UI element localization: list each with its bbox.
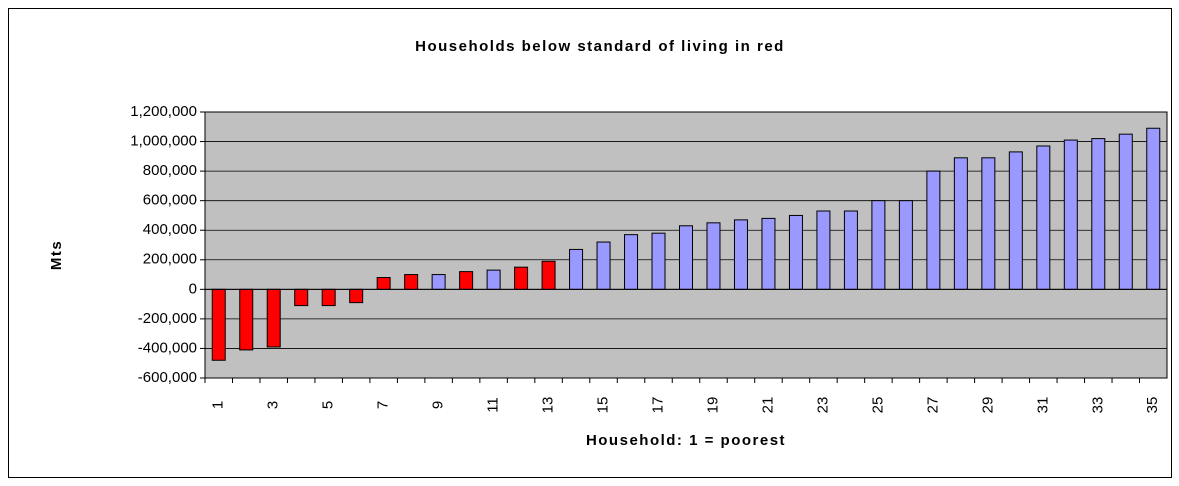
bar: [1036, 145, 1051, 290]
x-tick-label: 29: [979, 397, 996, 414]
bar: [733, 219, 748, 290]
bar: [788, 214, 803, 290]
x-tick-label: 31: [1034, 397, 1051, 414]
bar: [294, 288, 309, 307]
bar: [624, 234, 639, 290]
bar: [761, 217, 776, 290]
bar: [431, 274, 446, 290]
x-tick-label: 15: [595, 397, 612, 414]
bar: [239, 288, 254, 351]
y-tick-label: 400,000: [143, 221, 197, 238]
x-tick-label: 5: [320, 401, 337, 409]
bar: [266, 288, 281, 348]
bar: [376, 277, 391, 290]
bar: [211, 288, 226, 361]
x-tick-label: 9: [430, 401, 447, 409]
y-tick-label: 200,000: [143, 251, 197, 268]
y-tick-label: 1,200,000: [130, 103, 197, 120]
x-tick-label: 23: [814, 397, 831, 414]
bar: [1146, 127, 1161, 290]
bar: [1008, 151, 1023, 290]
y-axis-title: Mts: [48, 240, 65, 270]
x-tick-label: 3: [265, 401, 282, 409]
y-tick-label: 800,000: [143, 162, 197, 179]
bar: [1063, 139, 1078, 290]
x-tick-label: 25: [869, 397, 886, 414]
x-tick-label: 7: [375, 401, 392, 409]
bar: [953, 157, 968, 290]
y-tick-label: 600,000: [143, 192, 197, 209]
bar: [706, 222, 721, 290]
bar: [486, 269, 501, 290]
x-tick-label: 19: [704, 397, 721, 414]
x-tick-label: 1: [210, 401, 227, 409]
bar: [981, 157, 996, 290]
bar: [926, 170, 941, 290]
plot-border: [204, 111, 1168, 379]
y-tick-label: -600,000: [138, 369, 197, 386]
bar: [459, 271, 474, 290]
bar: [349, 288, 364, 304]
x-tick-label: 21: [759, 397, 776, 414]
bar: [679, 225, 693, 290]
bar: [514, 266, 529, 290]
bar: [898, 200, 913, 290]
bar: [404, 274, 419, 290]
x-tick-label: 13: [540, 397, 557, 414]
y-tick-label: -400,000: [138, 339, 197, 356]
bar: [1118, 133, 1133, 290]
bar: [651, 232, 666, 290]
x-tick-label: 11: [485, 397, 502, 413]
x-tick-label: 17: [649, 397, 666, 414]
x-axis-title: Household: 1 = poorest: [586, 432, 786, 449]
y-tick-label: 1,000,000: [130, 133, 197, 150]
x-tick-label: 27: [924, 397, 941, 414]
bar: [816, 210, 831, 290]
y-tick-label: -200,000: [138, 310, 197, 327]
bar: [321, 288, 336, 307]
chart-title: Households below standard of living in r…: [415, 38, 785, 55]
bar: [596, 241, 611, 290]
bar: [541, 260, 556, 290]
y-tick-label: 0: [189, 280, 197, 297]
bar: [871, 200, 886, 290]
x-tick-label: 33: [1089, 397, 1106, 414]
x-tick-label: 35: [1144, 397, 1161, 414]
bar: [569, 248, 584, 290]
bar: [843, 210, 858, 290]
bar: [1091, 138, 1106, 290]
